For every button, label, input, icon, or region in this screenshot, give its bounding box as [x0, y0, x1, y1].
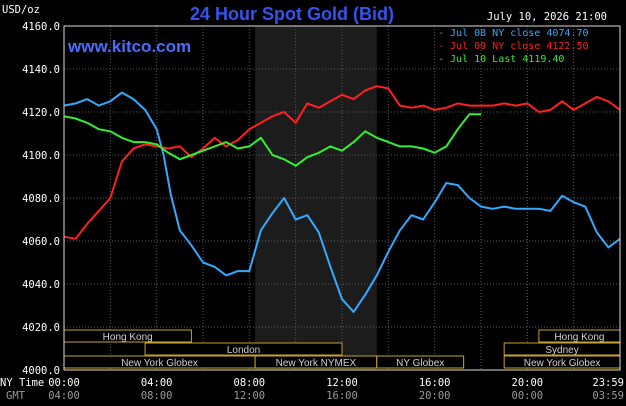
x-axis-ticks: 00:00 04:00 08:00 12:00 16:00 20:00 23:5904:00… — [48, 377, 624, 402]
y-tick-label: 4160.0 — [22, 21, 60, 33]
session-bar: New York Globex — [503, 355, 621, 369]
x-tick-label-ny: 20:00 — [512, 377, 544, 389]
session-bar: NY Globex — [376, 355, 465, 369]
x-tick-label-ny: 16:00 — [419, 377, 451, 389]
y-tick-label: 4040.0 — [22, 279, 60, 291]
x-tick-label-ny: 12:00 — [326, 377, 358, 389]
plot-frame — [63, 25, 621, 371]
nymex-session-shade — [255, 26, 377, 370]
series-line — [63, 91, 621, 313]
x-tick-label-gmt: 04:00 — [48, 390, 80, 402]
gmt-row-label: GMT — [6, 390, 26, 402]
session-bar: Hong Kong — [538, 329, 621, 343]
session-label: New York Globex — [121, 358, 198, 369]
trading-sessions: Hong Kong Sydney London New York Globex New … — [63, 329, 621, 369]
session-bar: London — [144, 342, 343, 356]
session-bar: New York Globex — [63, 355, 256, 369]
y-tick-label: 4060.0 — [22, 236, 60, 248]
y-tick-label: 4080.0 — [22, 193, 60, 205]
x-tick-label-gmt: 08:00 — [141, 390, 173, 402]
session-bar: Sydney — [503, 342, 621, 356]
session-label: New York Globex — [524, 358, 601, 369]
y-tick-label: 4120.0 — [22, 107, 60, 119]
session-bar: Hong Kong — [63, 329, 192, 343]
session-label: Hong Kong — [103, 332, 153, 343]
session-label: New York NYMEX — [276, 358, 357, 369]
x-tick-label-gmt: 16:00 — [326, 390, 358, 402]
y-tick-label: 4000.0 — [22, 365, 60, 377]
x-tick-label-ny: 00:00 — [48, 377, 80, 389]
legend-entry: - Jul 09 NY close 4122.50 — [438, 41, 589, 52]
session-box — [144, 342, 343, 356]
session-label: Sydney — [545, 345, 578, 356]
session-box — [376, 355, 465, 369]
x-tick-label-gmt: 03:59 — [592, 390, 624, 402]
x-tick-label-gmt: 12:00 — [234, 390, 266, 402]
x-tick-label-ny: 08:00 — [234, 377, 266, 389]
session-label: London — [227, 345, 260, 356]
price-series — [63, 85, 621, 313]
x-tick-label-gmt: 20:00 — [419, 390, 451, 402]
legend-entry: - Jul 08 NY close 4074.70 — [438, 28, 589, 39]
session-bar: New York NYMEX — [254, 355, 378, 369]
ny-time-row-label: NY Time — [0, 377, 44, 389]
legend-entry: - Jul 10 Last 4119.40 — [438, 54, 564, 65]
y-tick-label: 4100.0 — [22, 150, 60, 162]
x-tick-label-gmt: 00:00 — [512, 390, 544, 402]
x-tick-label-ny: 23:59 — [592, 377, 624, 389]
y-axis-ticks: 4160.0 4140.0 4120.0 4100.0 4080.0 4060.0 4040… — [22, 21, 60, 377]
legend: - Jul 08 NY close 4074.70 - Jul 09 NY clo… — [438, 28, 589, 65]
website-link[interactable]: www.kitco.com — [67, 37, 191, 56]
y-unit-label: USD/oz — [2, 4, 40, 16]
y-tick-label: 4020.0 — [22, 322, 60, 334]
x-tick-label-ny: 04:00 — [141, 377, 173, 389]
grid-lines — [63, 25, 621, 371]
series-line — [63, 113, 481, 167]
timestamp: July 10, 2026 21:00 — [487, 11, 607, 23]
session-label: Hong Kong — [554, 332, 604, 343]
y-tick-label: 4140.0 — [22, 64, 60, 76]
session-label: NY Globex — [396, 358, 444, 369]
series-line — [63, 85, 621, 240]
chart-title: 24 Hour Spot Gold (Bid) — [190, 4, 394, 24]
